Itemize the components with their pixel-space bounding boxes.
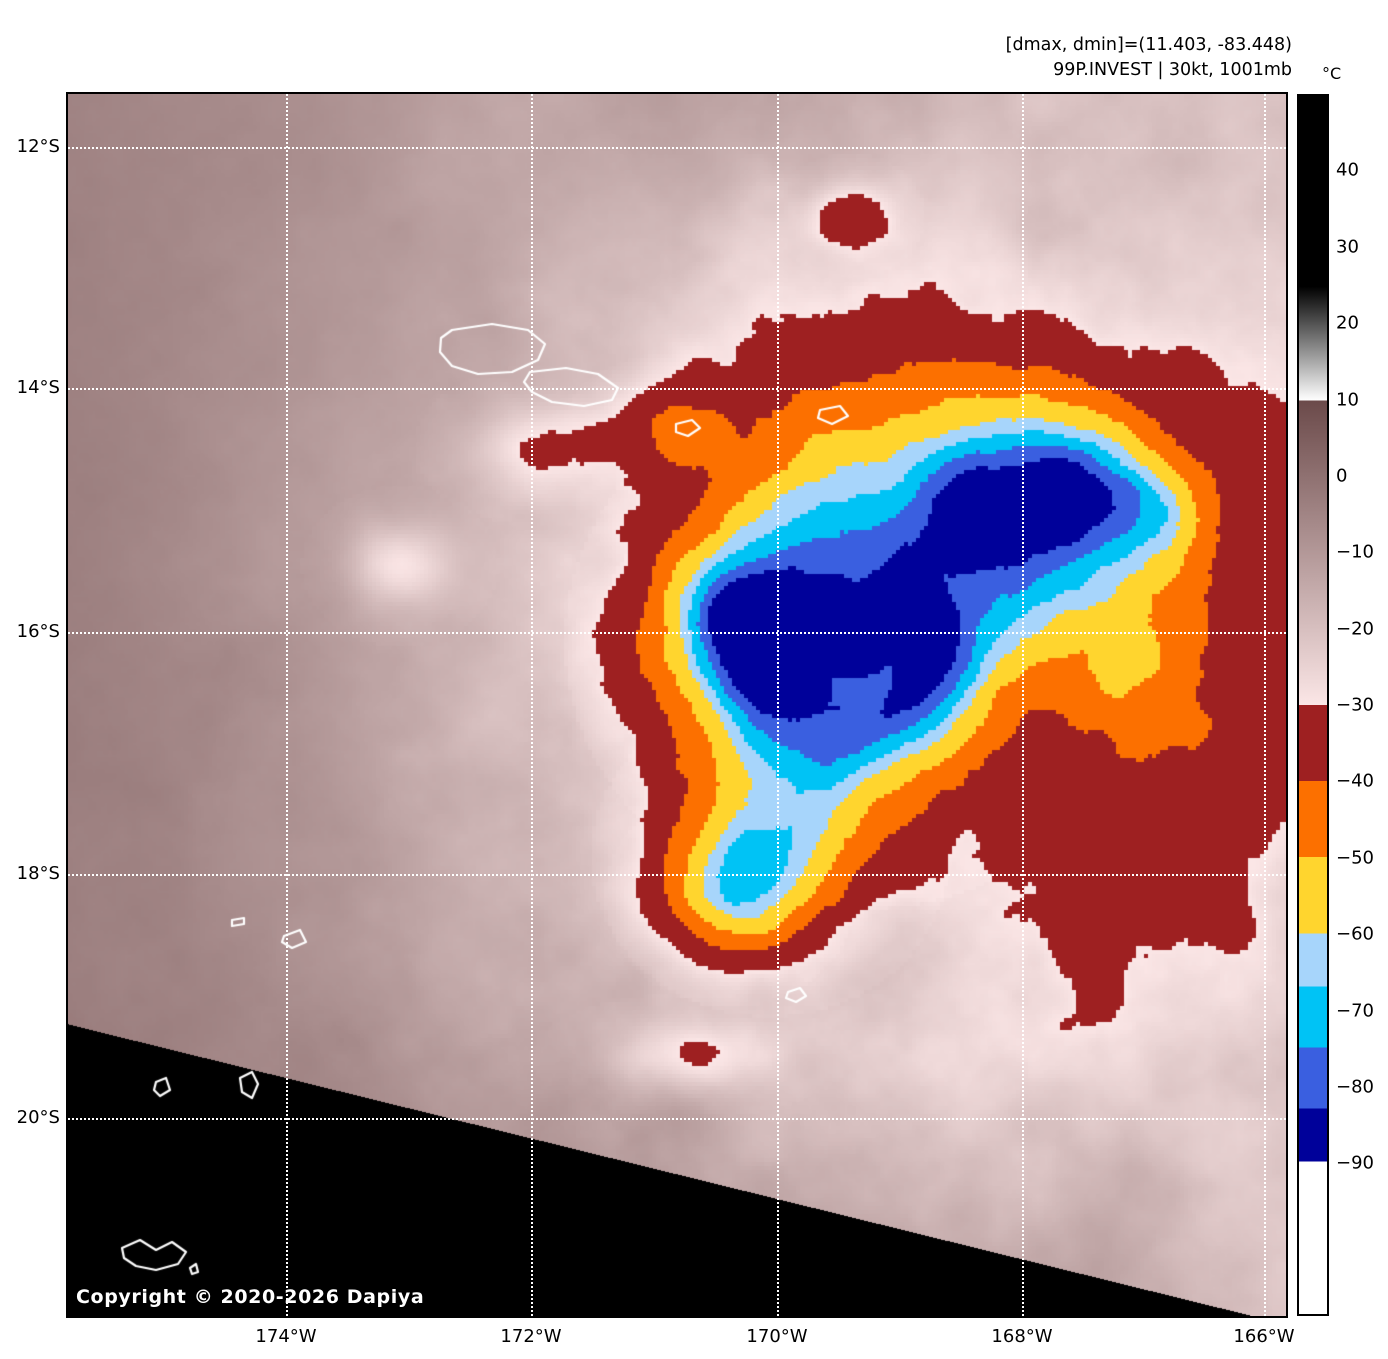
colorbar-tick-10: −60 [1336,923,1374,945]
colorbar-tick-7: −30 [1336,694,1374,716]
satellite-image-panel[interactable]: Copyright © 2020-2026 Dapiya [68,94,1286,1316]
colorbar-tick-4: 0 [1336,465,1348,487]
colorbar-unit-label: °C [1322,64,1342,83]
lon-tick-label-0: 174°W [255,1326,317,1347]
copyright-label: Copyright © 2020-2026 Dapiya [76,1286,425,1308]
colorbar[interactable] [1297,94,1329,1316]
lat-tick-label-0: 12°S [16,136,60,157]
lon-tick-label-2: 170°W [746,1326,808,1347]
lat-tick-label-4: 20°S [16,1107,60,1128]
colorbar-tick-12: −80 [1336,1076,1374,1098]
colorbar-tick-6: −20 [1336,618,1374,640]
storm-info-label: 99P.INVEST | 30kt, 1001mb [1053,60,1292,80]
dmax-dmin-label: [dmax, dmin]=(11.403, -83.448) [1005,35,1292,55]
lon-tick-label-3: 168°W [991,1326,1053,1347]
colorbar-tick-13: −90 [1336,1152,1374,1174]
colorbar-tick-8: −40 [1336,770,1374,792]
lon-tick-label-4: 166°W [1233,1326,1295,1347]
colorbar-tick-2: 20 [1336,312,1359,334]
colorbar-tick-9: −50 [1336,847,1374,869]
satellite-raster [68,94,1286,1316]
colorbar-gradient [1299,96,1327,1314]
colorbar-tick-1: 30 [1336,236,1359,258]
lat-tick-label-2: 16°S [16,621,60,642]
lat-tick-label-1: 14°S [16,377,60,398]
colorbar-tick-11: −70 [1336,1000,1374,1021]
colorbar-tick-5: −10 [1336,541,1374,563]
metadata-block: [dmax, dmin]=(11.403, -83.448) 99P.INVES… [880,33,1292,83]
lon-tick-label-1: 172°W [500,1326,562,1347]
colorbar-tick-3: 10 [1336,389,1359,410]
colorbar-tick-0: 40 [1336,159,1359,181]
lat-tick-label-3: 18°S [16,863,60,884]
